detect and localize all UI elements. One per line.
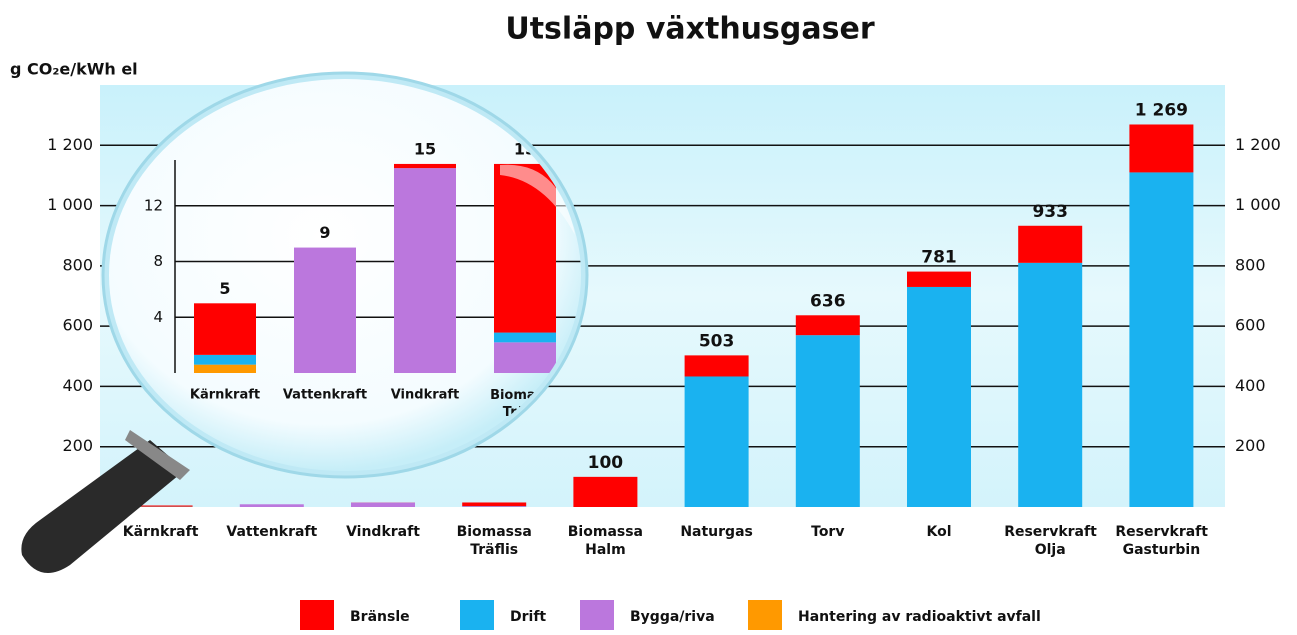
chart-title: Utsläpp växthusgaser xyxy=(505,12,874,47)
bar-segment xyxy=(394,164,456,168)
total-label: 9 xyxy=(319,223,330,242)
y-tick-label-right: 600 xyxy=(1235,316,1266,335)
total-label: 5 xyxy=(219,279,230,298)
x-tick-label: Kärnkraft xyxy=(190,388,260,403)
x-tick-label: Biomassa Halm xyxy=(559,523,651,559)
bar-segment xyxy=(240,504,304,507)
x-tick-label: Naturgas xyxy=(671,523,763,541)
y-tick-label-right: 200 xyxy=(1235,436,1266,455)
legend-swatch xyxy=(460,600,494,630)
legend-label: Hantering av radioaktivt avfall xyxy=(798,609,1041,625)
bar-segment xyxy=(907,287,971,507)
y-tick-label: 600 xyxy=(62,316,93,335)
x-tick-label: Reservkraft Olja xyxy=(1004,523,1096,559)
y-tick-label: 8 xyxy=(153,252,163,270)
y-tick-label: 400 xyxy=(62,376,93,395)
bar-segment xyxy=(796,335,860,507)
total-label: 781 xyxy=(921,248,957,268)
bar-segment xyxy=(462,502,526,506)
bar-segment xyxy=(194,303,256,355)
bar-segment xyxy=(194,355,256,365)
bar-segment xyxy=(573,477,637,507)
total-label: 503 xyxy=(699,331,735,351)
x-tick-label: Kol xyxy=(893,523,985,541)
bar-segment xyxy=(462,506,526,507)
y-tick-label: 4 xyxy=(153,308,163,326)
bar-segment xyxy=(1129,172,1193,507)
bar-segment xyxy=(1018,263,1082,507)
legend-swatch xyxy=(580,600,614,630)
x-tick-label: Reservkraft Gasturbin xyxy=(1115,523,1207,559)
bar-segment xyxy=(494,342,556,373)
total-label: 15 xyxy=(414,139,436,158)
y-tick-label-right: 400 xyxy=(1235,376,1266,395)
bar-segment xyxy=(796,315,860,335)
y-tick-label: 800 xyxy=(62,255,93,274)
y-axis-label: g CO₂e/kWh el xyxy=(10,60,138,79)
legend-swatch xyxy=(300,600,334,630)
bar-segment xyxy=(907,272,971,287)
x-tick-label: Vindkraft xyxy=(391,388,460,403)
y-tick-label: 200 xyxy=(62,436,93,455)
y-tick-label: 1 000 xyxy=(47,195,93,214)
x-tick-label: Torv xyxy=(782,523,874,541)
legend: Bränsle Drift Bygga/riva Hantering av radio… xyxy=(300,600,1041,630)
total-label: 100 xyxy=(588,453,624,473)
bar-segment xyxy=(494,333,556,343)
y-tick-label: 12 xyxy=(144,196,163,214)
y-tick-label: 1 200 xyxy=(47,135,93,154)
x-tick-label: Vindkraft xyxy=(337,523,429,541)
y-tick-label-right: 800 xyxy=(1235,255,1266,274)
x-tick-label: Vattenkraft xyxy=(283,388,367,403)
y-tick-label-right: 1 200 xyxy=(1235,135,1281,154)
x-tick-label: Biomassa Träflis xyxy=(448,523,540,559)
x-tick-label: Kärnkraft xyxy=(115,523,207,541)
bar-segment xyxy=(1129,124,1193,172)
bar-segment xyxy=(194,365,256,373)
legend-label: Bygga/riva xyxy=(630,609,715,625)
page: Utsläpp växthusgaser g CO₂e/kWh el 200 20… xyxy=(0,0,1297,635)
legend-swatch xyxy=(748,600,782,630)
total-label: 1 269 xyxy=(1135,100,1188,120)
y-tick-label-right: 1 000 xyxy=(1235,195,1281,214)
bar-segment xyxy=(685,376,749,507)
legend-label: Drift xyxy=(510,609,546,625)
bar-segment xyxy=(1018,226,1082,263)
x-tick-label: Vattenkraft xyxy=(226,523,318,541)
bar-segment xyxy=(294,248,356,373)
legend-label: Bränsle xyxy=(350,609,410,625)
bar-segment xyxy=(685,355,749,376)
bar-segment xyxy=(351,503,415,507)
bar-segment xyxy=(394,168,456,373)
total-label: 636 xyxy=(810,291,846,311)
total-label: 933 xyxy=(1032,202,1068,222)
